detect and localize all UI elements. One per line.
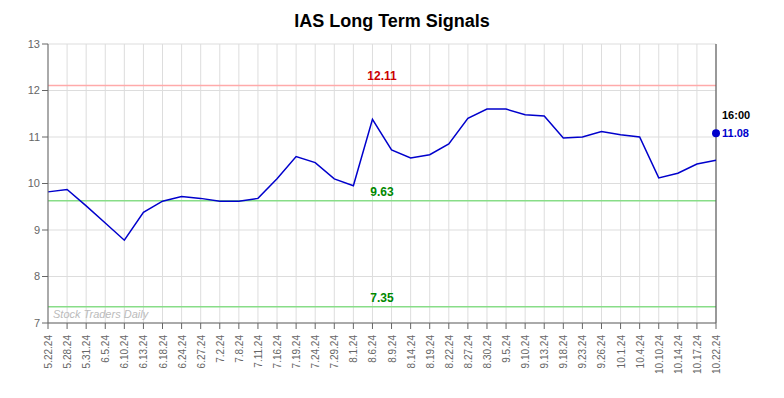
svg-text:6.10.24: 6.10.24 — [119, 335, 130, 369]
svg-text:6.5.24: 6.5.24 — [100, 335, 111, 363]
svg-text:7.16.24: 7.16.24 — [272, 335, 283, 369]
svg-text:10.14.24: 10.14.24 — [673, 335, 684, 374]
svg-text:13: 13 — [28, 38, 40, 50]
svg-text:9.13.24: 9.13.24 — [539, 335, 550, 369]
svg-text:9.5.24: 9.5.24 — [501, 335, 512, 363]
svg-text:8.6.24: 8.6.24 — [367, 335, 378, 363]
svg-text:10.17.24: 10.17.24 — [692, 335, 703, 374]
svg-text:7.8.24: 7.8.24 — [234, 335, 245, 363]
svg-text:5.28.24: 5.28.24 — [62, 335, 73, 369]
svg-text:11.08: 11.08 — [722, 127, 749, 139]
svg-text:8.22.24: 8.22.24 — [444, 335, 455, 369]
svg-text:12: 12 — [28, 84, 40, 96]
svg-text:6.24.24: 6.24.24 — [177, 335, 188, 369]
svg-text:7.35: 7.35 — [370, 291, 394, 305]
svg-text:6.13.24: 6.13.24 — [138, 335, 149, 369]
svg-text:8.30.24: 8.30.24 — [482, 335, 493, 369]
svg-text:10.10.24: 10.10.24 — [654, 335, 665, 374]
svg-text:8.19.24: 8.19.24 — [425, 335, 436, 369]
svg-text:5.31.24: 5.31.24 — [81, 335, 92, 369]
svg-text:8.1.24: 8.1.24 — [348, 335, 359, 363]
svg-text:7: 7 — [34, 317, 40, 329]
svg-text:7.2.24: 7.2.24 — [215, 335, 226, 363]
svg-text:Stock Traders Daily: Stock Traders Daily — [53, 308, 150, 320]
svg-text:8.14.24: 8.14.24 — [406, 335, 417, 369]
svg-text:6.18.24: 6.18.24 — [158, 335, 169, 369]
svg-text:10: 10 — [28, 177, 40, 189]
svg-text:8: 8 — [34, 270, 40, 282]
html-text:IAS Long Term Signals: IAS Long Term Signals — [294, 11, 490, 31]
svg-text:7.24.24: 7.24.24 — [310, 335, 321, 369]
svg-text:7.11.24: 7.11.24 — [253, 335, 264, 368]
svg-text:7.19.24: 7.19.24 — [291, 335, 302, 369]
svg-text:8.9.24: 8.9.24 — [387, 335, 398, 363]
svg-text:12.11: 12.11 — [367, 69, 397, 83]
svg-text:11: 11 — [29, 131, 40, 143]
svg-text:16:00: 16:00 — [722, 109, 750, 121]
svg-text:6.27.24: 6.27.24 — [196, 335, 207, 369]
svg-text:9.26.24: 9.26.24 — [596, 335, 607, 369]
svg-text:10.1.24: 10.1.24 — [616, 335, 627, 369]
svg-text:9.18.24: 9.18.24 — [558, 335, 569, 369]
svg-text:10.4.24: 10.4.24 — [635, 335, 646, 369]
svg-text:9.23.24: 9.23.24 — [577, 335, 588, 369]
svg-text:5.22.24: 5.22.24 — [43, 335, 54, 369]
svg-text:10.22.24: 10.22.24 — [711, 335, 722, 374]
svg-text:9.63: 9.63 — [370, 185, 394, 199]
svg-text:8.27.24: 8.27.24 — [463, 335, 474, 369]
svg-text:7.29.24: 7.29.24 — [329, 335, 340, 369]
svg-text:9.10.24: 9.10.24 — [520, 335, 531, 369]
svg-text:9: 9 — [34, 224, 40, 236]
